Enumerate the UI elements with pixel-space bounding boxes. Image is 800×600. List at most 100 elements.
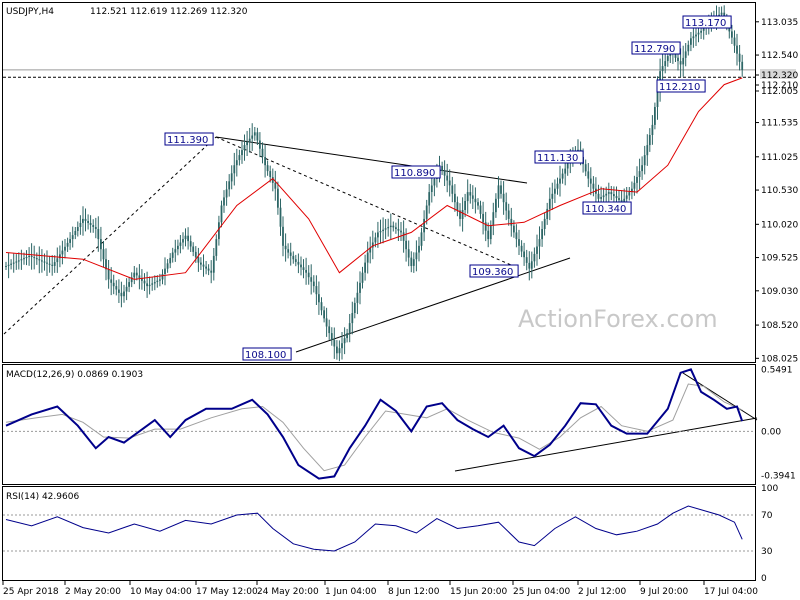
candle-body xyxy=(138,275,141,279)
candle-body xyxy=(205,266,207,269)
gridlines xyxy=(3,69,755,552)
candle-body xyxy=(320,302,323,311)
candle-body xyxy=(395,227,397,229)
candle-body xyxy=(441,165,443,171)
candle-body xyxy=(310,277,313,282)
candle-body xyxy=(374,237,377,243)
candle-body xyxy=(271,177,274,183)
annotation-label: 112.210 xyxy=(659,82,700,93)
candle-body xyxy=(179,242,182,246)
candle-body xyxy=(477,202,479,206)
candle-body xyxy=(343,338,346,344)
candle-body xyxy=(523,251,525,258)
candle-body xyxy=(41,260,43,262)
candle-body xyxy=(543,218,546,229)
candle-body xyxy=(141,278,143,281)
candle-body xyxy=(97,229,100,240)
candle-body xyxy=(100,239,102,250)
candle-body xyxy=(620,200,623,203)
candle-body xyxy=(269,171,272,177)
candle-body xyxy=(315,286,318,295)
candle-body xyxy=(128,282,130,287)
candle-body xyxy=(554,188,556,194)
candle-body xyxy=(71,235,74,240)
candle-body xyxy=(700,30,702,33)
candle-body xyxy=(587,171,590,179)
candle-body xyxy=(336,346,338,354)
candle-body xyxy=(410,257,413,266)
candle-body xyxy=(215,239,218,256)
candle-body xyxy=(130,277,133,283)
candle-body xyxy=(551,193,554,199)
price-tick-label: 109.030 xyxy=(761,287,798,297)
candle-body xyxy=(520,245,523,252)
rsi-title: RSI(14) 42.9606 xyxy=(6,492,79,502)
candle-body xyxy=(212,255,215,273)
candle-body xyxy=(643,155,646,166)
candle-body xyxy=(636,177,638,183)
candle-body xyxy=(690,38,692,45)
x-tick-label: 8 Jun 12:00 xyxy=(388,587,440,597)
candle-body xyxy=(377,232,379,238)
candle-body xyxy=(641,165,643,172)
candle-body xyxy=(359,282,361,293)
candle-body xyxy=(246,141,248,146)
price-tick-label: 108.025 xyxy=(761,354,798,364)
candle-body xyxy=(454,193,456,203)
annotation-box xyxy=(631,41,681,55)
candle-body xyxy=(507,210,510,219)
price-tick-label: 112.320 xyxy=(761,71,798,81)
candle-body xyxy=(536,246,538,254)
candle-body xyxy=(84,218,87,221)
candle-body xyxy=(474,198,477,203)
price-annotations: 111.390 108.100 110.890 109.360 111.130 110.3… xyxy=(164,15,732,361)
candle-body xyxy=(515,232,518,240)
candle-body xyxy=(94,227,97,229)
candle-body xyxy=(292,255,295,260)
candle-body xyxy=(605,193,608,196)
candle-body xyxy=(625,195,628,199)
x-tick-label: 2 May 20:00 xyxy=(65,587,121,597)
candle-body xyxy=(10,263,12,265)
candle-body xyxy=(720,12,723,15)
candle-body xyxy=(323,310,325,319)
candle-body xyxy=(289,252,292,256)
candle-body xyxy=(15,261,18,263)
x-tick-label: 17 Jul 04:00 xyxy=(704,587,758,597)
candle-body xyxy=(607,192,610,194)
candle-body xyxy=(731,31,733,38)
candle-body xyxy=(651,124,654,135)
candle-body xyxy=(510,218,513,226)
candle-body xyxy=(461,210,464,219)
annotation-label: 110.340 xyxy=(585,204,626,215)
candle-body xyxy=(74,231,77,235)
candle-body xyxy=(446,175,449,181)
candle-body xyxy=(253,132,256,136)
candle-body xyxy=(687,44,690,52)
candle-body xyxy=(194,251,197,258)
x-tick-label: 15 Jun 20:00 xyxy=(450,587,507,597)
candle-body xyxy=(610,192,613,195)
candle-body xyxy=(679,61,682,65)
candle-body xyxy=(66,242,69,247)
candle-body xyxy=(618,198,620,201)
candle-body xyxy=(412,259,415,266)
candle-body xyxy=(346,333,348,339)
annotation-box xyxy=(242,347,292,361)
candle-body xyxy=(584,164,587,172)
candle-body xyxy=(279,207,282,227)
candle-body xyxy=(164,268,166,274)
candle-body xyxy=(364,262,366,273)
candle-body xyxy=(348,323,351,334)
candle-body xyxy=(405,240,407,250)
candle-body xyxy=(148,284,151,287)
price-tick-label: 113.035 xyxy=(761,18,798,28)
candle-body xyxy=(210,270,213,273)
candle-body xyxy=(471,195,474,199)
candle-body xyxy=(146,283,148,287)
candle-body xyxy=(366,252,369,263)
candle-body xyxy=(451,185,454,194)
candle-body xyxy=(187,235,189,242)
candle-body xyxy=(307,272,310,278)
